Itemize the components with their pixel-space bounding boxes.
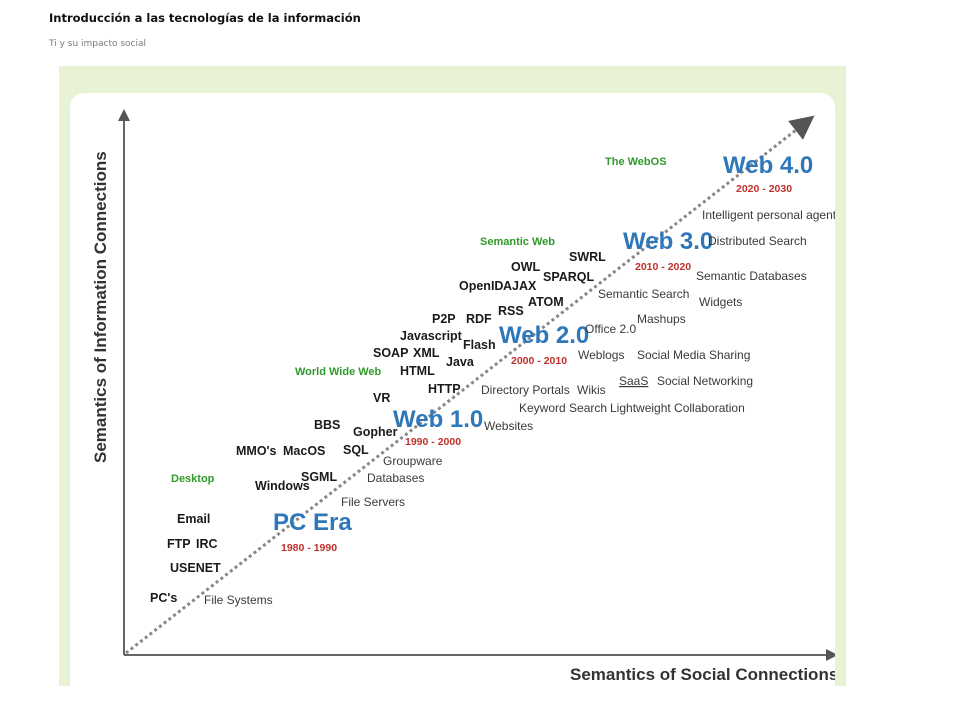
tech-swrl: SWRL [569,250,606,264]
era-web4-range: 2020 - 2030 [736,183,792,195]
era-web4-title: Web 4.0 [723,152,813,179]
stage-desktop: Desktop [171,473,215,485]
tech-macos: MacOS [283,444,325,458]
tech-java: Java [446,355,475,369]
era-web3-title: Web 3.0 [623,228,713,255]
era-web1-range: 1990 - 2000 [405,436,461,448]
tech-openid: OpenID [459,279,503,293]
era-pc-range: 1980 - 1990 [281,542,337,554]
tech-html: HTML [400,364,435,378]
tech-ftp: FTP [167,537,191,551]
tech-rdf: RDF [466,312,492,326]
tech-pcs: PC's [150,591,177,605]
tech-sparql: SPARQL [543,270,595,284]
era-web2-range: 2000 - 2010 [511,355,567,367]
tech-xml: XML [413,346,440,360]
y-axis-label: Semantics of Information Connections [91,151,110,463]
page-subtitle: Ti y su impacto social [49,39,147,49]
era-web2-title: Web 2.0 [499,322,589,349]
tech-javascript: Javascript [400,329,463,343]
tech-flash: Flash [463,338,496,352]
app-social-networking: Social Networking [657,374,753,388]
tech-usenet: USENET [170,561,221,575]
tech-sgml: SGML [301,470,337,484]
app-office2: Office 2.0 [585,322,636,336]
tech-p2p: P2P [432,312,456,326]
era-pc-title: PC Era [273,509,352,536]
tech-windows: Windows [255,479,310,493]
tech-sql: SQL [343,443,369,457]
app-saas: SaaS [619,374,648,388]
app-file-servers: File Servers [341,495,405,509]
tech-owl: OWL [511,260,541,274]
stage-webos: The WebOS [605,156,667,168]
tech-bbs: BBS [314,418,340,432]
app-distributed-search: Distributed Search [708,234,807,248]
app-social-media-sharing: Social Media Sharing [637,348,750,362]
tech-soap: SOAP [373,346,408,360]
era-web3-range: 2010 - 2020 [635,261,691,273]
diagram-frame: Semantics of Information Connections Sem… [59,66,846,686]
app-widgets: Widgets [699,295,742,309]
trend-arrow [125,115,815,655]
tech-mmos: MMO's [236,444,277,458]
stage-semantic-web: Semantic Web [480,236,555,248]
stage-world-wide-web: World Wide Web [295,366,382,378]
app-keyword-search: Keyword Search [519,401,607,415]
tech-http: HTTP [428,382,461,396]
tech-gopher: Gopher [353,425,398,439]
x-axis-label: Semantics of Social Connections [570,665,835,684]
app-directory-portals: Directory Portals [481,383,570,397]
app-semantic-databases: Semantic Databases [696,269,807,283]
tech-email: Email [177,512,210,526]
app-intelligent-personal-agents: Intelligent personal agents [702,208,835,222]
app-file-systems: File Systems [204,593,273,607]
app-mashups: Mashups [637,312,686,326]
app-websites: Websites [484,419,533,433]
era-web1-title: Web 1.0 [393,406,483,433]
tech-ajax: AJAX [503,279,537,293]
app-wikis: Wikis [577,383,606,397]
app-lightweight-collaboration: Lightweight Collaboration [610,401,745,415]
tech-atom: ATOM [528,295,564,309]
app-weblogs: Weblogs [578,348,624,362]
page-title: Introducción a las tecnologías de la inf… [49,11,361,25]
web-evolution-diagram: Semantics of Information Connections Sem… [91,109,842,684]
app-groupware: Groupware [383,454,443,468]
app-databases: Databases [367,471,424,485]
app-semantic-search: Semantic Search [598,287,689,301]
tech-vr: VR [373,391,390,405]
tech-irc: IRC [196,537,218,551]
tech-rss: RSS [498,304,524,318]
diagram-panel: Semantics of Information Connections Sem… [70,93,842,686]
